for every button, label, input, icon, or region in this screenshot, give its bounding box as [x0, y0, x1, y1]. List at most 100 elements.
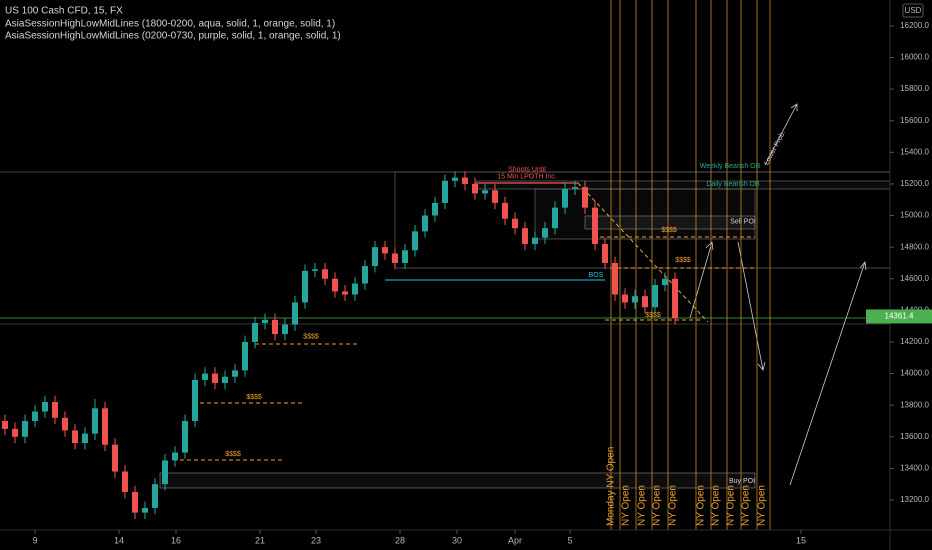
annotation: $$$$	[246, 394, 262, 401]
candle-body	[542, 228, 548, 238]
last-price-label: 14361.4	[885, 312, 914, 321]
arrow-head	[790, 103, 798, 111]
chart-title: US 100 Cash CFD, 15, FX	[5, 6, 123, 17]
y-tick-label: 13600.0	[900, 432, 929, 441]
session-label: NY Open	[726, 485, 737, 526]
candle-body	[252, 322, 258, 342]
candle-body	[102, 408, 108, 445]
candle-body	[282, 324, 288, 335]
candle-body	[272, 319, 278, 335]
sell-poi-zone	[584, 215, 756, 230]
candle-body	[412, 231, 418, 251]
y-tick-label: 15000.0	[900, 211, 929, 220]
candle-body	[382, 247, 388, 254]
candle-body	[442, 180, 448, 203]
annotation: Weekly Bearish OB	[700, 163, 761, 170]
candle-body	[32, 411, 38, 421]
x-tick-label: 28	[395, 535, 405, 545]
ob-zone	[534, 188, 756, 240]
candle-body	[552, 207, 558, 229]
sessions: Monday NY Open NY Open NY Open NY Open NY Op…	[606, 0, 771, 530]
candle-body	[332, 278, 338, 292]
candle-body	[152, 484, 158, 508]
candle-body	[42, 402, 48, 412]
y-tick-label: 13400.0	[900, 463, 929, 472]
annotation: BOS	[589, 272, 604, 279]
y-tick-label: 13800.0	[900, 400, 929, 409]
arrow-head	[757, 361, 766, 371]
candle-body	[472, 183, 478, 194]
y-tick-label: 15800.0	[900, 84, 929, 93]
candle-body	[452, 177, 458, 181]
path-arrow	[689, 241, 713, 319]
ob-zone	[474, 180, 891, 190]
candle-body	[632, 296, 638, 303]
x-tick-label: 9	[32, 535, 37, 545]
candle-body	[122, 471, 128, 493]
candle-body	[52, 402, 58, 418]
candle-body	[482, 190, 488, 194]
candle-body	[132, 492, 138, 513]
axes: 13200.0 13400.0 13600.0 13800.0 14000.0 14200…	[32, 21, 932, 545]
indicator-legend: AsiaSessionHighLowMidLines (0200-0730, p…	[5, 31, 341, 42]
candle-body	[212, 373, 218, 384]
path-arrow	[789, 261, 866, 486]
y-tick-label: 14200.0	[900, 337, 929, 346]
session-label: NY Open	[621, 485, 632, 526]
annotation: 15 Min LPOTH Inc.	[497, 174, 557, 181]
candle-body	[602, 243, 608, 263]
candle-body	[532, 237, 538, 244]
x-tick-label: Apr	[508, 535, 522, 545]
y-tick-label: 14600.0	[900, 274, 929, 283]
session-label: NY Open	[757, 485, 768, 526]
candle-body	[342, 291, 348, 295]
x-tick-label: 15	[796, 535, 806, 545]
x-tick-label: 14	[114, 535, 124, 545]
candle-body	[72, 430, 78, 444]
candle-body	[582, 187, 588, 208]
candle-body	[372, 247, 378, 267]
annotation: Sell POI	[730, 219, 756, 226]
candle-body	[312, 269, 318, 271]
session-label: NY Open	[637, 485, 648, 526]
candle-body	[492, 190, 498, 203]
annotation: $$$$	[645, 312, 661, 319]
arrow-head	[859, 261, 867, 271]
session-label: NY Open	[668, 485, 679, 526]
candle-body	[12, 428, 18, 437]
y-tick-label: 16200.0	[900, 21, 929, 30]
candle-body	[112, 444, 118, 472]
candle-body	[502, 202, 508, 219]
x-tick-label: 30	[452, 535, 462, 545]
candle-body	[352, 283, 358, 295]
annotation: $$$$	[225, 451, 241, 458]
path-arrow	[737, 241, 764, 371]
candles	[2, 171, 678, 519]
session-label: NY Open	[652, 485, 663, 526]
session-label: NY Open	[741, 485, 752, 526]
candle-body	[432, 202, 438, 216]
candle-body	[622, 294, 628, 303]
y-tick-label: 15600.0	[900, 116, 929, 125]
annotation: Shoots Until	[508, 167, 546, 174]
candle-body	[82, 433, 88, 444]
drawings	[0, 103, 891, 489]
currency-box	[902, 3, 924, 18]
annotation: Buy POI	[729, 478, 755, 485]
y-tick-label: 14000.0	[900, 369, 929, 378]
annotation: $$$$	[661, 227, 677, 234]
indicator-legend: AsiaSessionHighLowMidLines (1800-0200, a…	[5, 19, 335, 30]
candle-body	[662, 278, 668, 286]
y-tick-label: 15400.0	[900, 147, 929, 156]
y-tick-label: 14800.0	[900, 242, 929, 251]
candle-body	[322, 269, 328, 279]
candle-body	[142, 507, 148, 513]
x-tick-label: 16	[171, 535, 181, 545]
candle-body	[162, 460, 168, 485]
candle-body	[572, 187, 578, 189]
candle-body	[512, 218, 518, 229]
candle-body	[262, 319, 268, 323]
arrow-head	[705, 241, 714, 251]
session-label: NY Open	[696, 485, 707, 526]
